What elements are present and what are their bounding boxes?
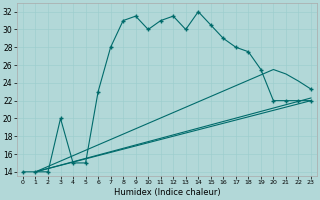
X-axis label: Humidex (Indice chaleur): Humidex (Indice chaleur): [114, 188, 220, 197]
